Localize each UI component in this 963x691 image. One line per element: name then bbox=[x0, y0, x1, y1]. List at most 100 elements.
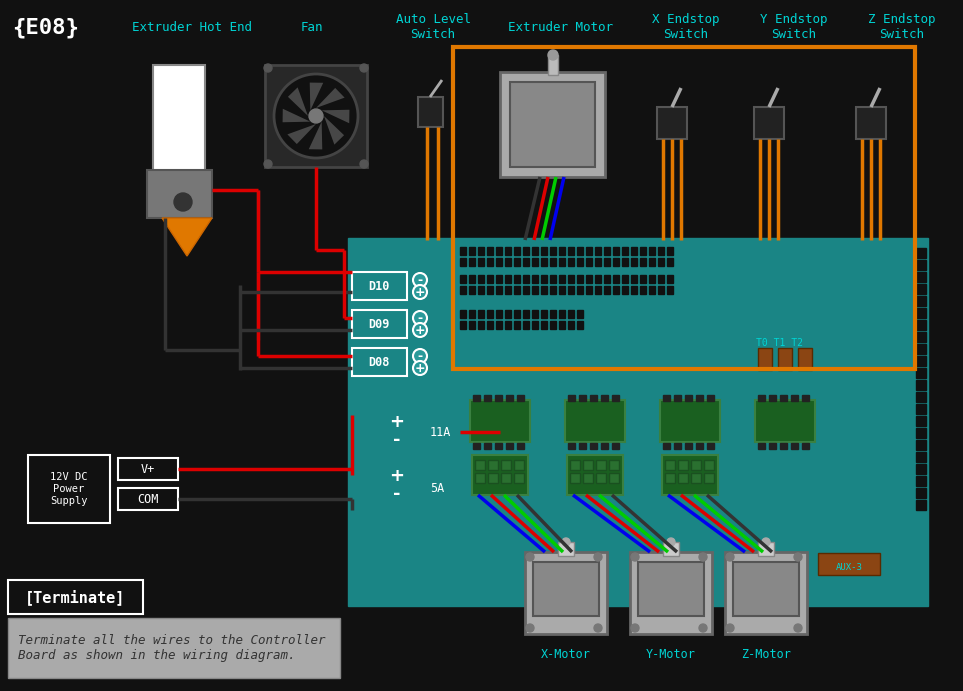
Bar bbox=[475, 473, 485, 483]
Bar bbox=[541, 310, 547, 318]
Bar bbox=[514, 258, 520, 266]
Bar bbox=[559, 258, 565, 266]
Bar bbox=[579, 395, 586, 401]
Bar bbox=[622, 258, 628, 266]
Bar bbox=[514, 473, 524, 483]
Polygon shape bbox=[322, 110, 350, 123]
Bar bbox=[478, 247, 484, 255]
Circle shape bbox=[631, 624, 639, 632]
Bar bbox=[704, 473, 714, 483]
Bar bbox=[487, 286, 493, 294]
Bar bbox=[265, 65, 367, 167]
Bar bbox=[473, 443, 480, 449]
Bar bbox=[523, 258, 529, 266]
Bar bbox=[550, 321, 556, 329]
Bar bbox=[532, 321, 538, 329]
Bar bbox=[631, 258, 637, 266]
Bar bbox=[696, 443, 703, 449]
Bar bbox=[658, 286, 664, 294]
Bar bbox=[916, 488, 926, 498]
Bar bbox=[550, 247, 556, 255]
Circle shape bbox=[413, 273, 427, 287]
Bar bbox=[658, 275, 664, 283]
Bar bbox=[916, 296, 926, 306]
Bar bbox=[550, 275, 556, 283]
Bar bbox=[667, 258, 673, 266]
Bar bbox=[609, 473, 619, 483]
Bar bbox=[533, 562, 599, 616]
Bar bbox=[514, 310, 520, 318]
Bar bbox=[558, 542, 574, 556]
Text: Extruder Hot End: Extruder Hot End bbox=[132, 21, 252, 33]
Bar bbox=[514, 275, 520, 283]
Bar bbox=[570, 460, 580, 470]
Bar bbox=[532, 310, 538, 318]
Bar bbox=[523, 310, 529, 318]
Text: +: + bbox=[415, 285, 426, 299]
Bar bbox=[596, 473, 606, 483]
Bar bbox=[657, 107, 687, 139]
Text: -: - bbox=[393, 485, 401, 503]
Bar bbox=[916, 392, 926, 402]
Bar bbox=[460, 310, 466, 318]
Bar bbox=[707, 443, 714, 449]
Bar bbox=[662, 455, 718, 495]
Bar bbox=[568, 247, 574, 255]
Bar bbox=[791, 395, 798, 401]
Polygon shape bbox=[162, 218, 212, 256]
Bar bbox=[559, 275, 565, 283]
Bar bbox=[916, 416, 926, 426]
Circle shape bbox=[726, 553, 734, 561]
Text: X Endstop
Switch: X Endstop Switch bbox=[652, 13, 719, 41]
Bar bbox=[590, 443, 597, 449]
Bar bbox=[916, 476, 926, 486]
Text: 12V DC
Power
Supply: 12V DC Power Supply bbox=[50, 473, 88, 506]
Circle shape bbox=[264, 160, 272, 168]
Bar bbox=[604, 286, 610, 294]
Bar bbox=[665, 460, 675, 470]
Bar bbox=[510, 82, 595, 167]
Bar bbox=[565, 400, 625, 442]
Bar bbox=[523, 286, 529, 294]
Text: Z Endstop
Switch: Z Endstop Switch bbox=[869, 13, 936, 41]
Bar bbox=[525, 552, 607, 634]
Bar bbox=[514, 286, 520, 294]
Circle shape bbox=[667, 538, 675, 546]
Bar bbox=[460, 275, 466, 283]
Bar bbox=[613, 258, 619, 266]
Bar bbox=[118, 488, 178, 510]
Bar bbox=[514, 321, 520, 329]
Bar bbox=[532, 247, 538, 255]
Text: 11A: 11A bbox=[430, 426, 452, 439]
Bar bbox=[514, 247, 520, 255]
Bar bbox=[523, 321, 529, 329]
Circle shape bbox=[309, 109, 323, 123]
Text: Auto Level
Switch: Auto Level Switch bbox=[396, 13, 471, 41]
Bar bbox=[505, 258, 511, 266]
Bar bbox=[758, 443, 765, 449]
Bar bbox=[541, 321, 547, 329]
Bar bbox=[559, 286, 565, 294]
Bar bbox=[595, 275, 601, 283]
Circle shape bbox=[413, 361, 427, 375]
Bar bbox=[704, 460, 714, 470]
Bar bbox=[278, 8, 346, 46]
Bar bbox=[649, 275, 655, 283]
Bar bbox=[663, 542, 679, 556]
Bar bbox=[856, 107, 886, 139]
Bar bbox=[916, 332, 926, 342]
Bar bbox=[916, 500, 926, 510]
Bar bbox=[725, 552, 807, 634]
Bar bbox=[916, 464, 926, 474]
Text: Fan: Fan bbox=[300, 21, 324, 33]
Bar bbox=[780, 443, 787, 449]
Bar bbox=[568, 395, 575, 401]
Bar bbox=[570, 473, 580, 483]
Bar bbox=[631, 247, 637, 255]
Bar bbox=[601, 395, 608, 401]
Bar bbox=[469, 321, 475, 329]
Bar bbox=[505, 310, 511, 318]
Bar bbox=[487, 321, 493, 329]
Bar bbox=[541, 286, 547, 294]
Bar bbox=[630, 642, 712, 668]
